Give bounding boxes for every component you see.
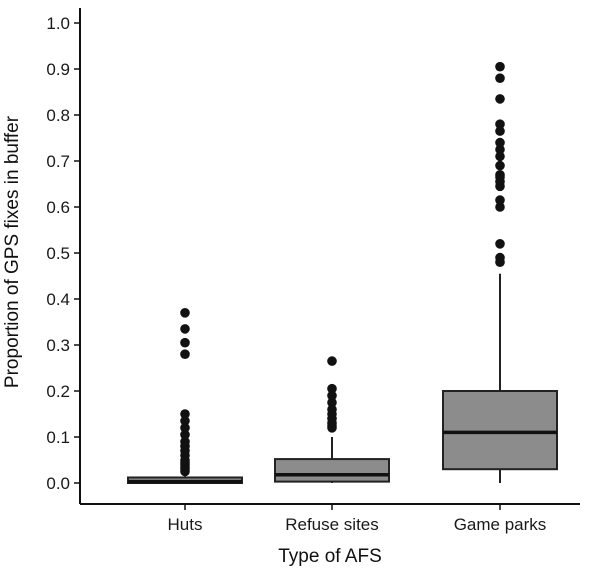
- x-tick-label: Huts: [168, 515, 203, 534]
- y-tick-label: 1.0: [46, 14, 70, 33]
- outlier-point: [495, 160, 505, 171]
- box-group-refuse-sites: [274, 356, 390, 483]
- outlier-point: [180, 308, 190, 318]
- outlier-point: [327, 423, 337, 433]
- outlier-point: [495, 126, 505, 136]
- y-tick-label: 0.8: [46, 106, 70, 125]
- outlier-point: [180, 423, 190, 433]
- y-tick-label: 0.2: [46, 382, 70, 401]
- outlier-point: [495, 195, 505, 205]
- y-tick-label: 0.0: [46, 474, 70, 493]
- outlier-point: [495, 202, 505, 212]
- x-axis-ticks: Huts Refuse sites Game parks: [168, 504, 547, 534]
- x-axis-title: Type of AFS: [278, 546, 382, 567]
- outlier-point: [180, 409, 190, 419]
- y-tick-label: 0.7: [46, 152, 70, 171]
- y-tick-label: 0.9: [46, 60, 70, 79]
- outlier-point: [495, 137, 505, 148]
- iqr-box: [274, 458, 390, 483]
- outlier-point: [495, 73, 505, 83]
- x-tick-label: Refuse sites: [285, 515, 379, 534]
- outlier-point: [495, 144, 505, 155]
- outlier-point: [180, 324, 190, 334]
- iqr-box: [442, 390, 558, 471]
- y-tick-label: 0.6: [46, 198, 70, 217]
- outlier-point: [495, 119, 505, 129]
- outlier-point: [495, 239, 505, 249]
- plot-area: [127, 61, 558, 485]
- y-tick-label: 0.5: [46, 244, 70, 263]
- box-group-game-parks: [442, 61, 558, 483]
- outlier-point: [180, 466, 190, 477]
- outlier-point: [327, 356, 337, 366]
- outlier-point: [327, 397, 337, 408]
- box-group-huts: [127, 308, 243, 485]
- y-tick-label: 0.1: [46, 428, 70, 447]
- outlier-point: [495, 151, 505, 162]
- outlier-point: [495, 94, 505, 104]
- outlier-point: [495, 181, 505, 192]
- outlier-point: [327, 383, 337, 394]
- outlier-point: [180, 416, 190, 426]
- outlier-point: [180, 349, 190, 360]
- x-tick-label: Game parks: [454, 515, 547, 534]
- outlier-point: [495, 61, 505, 72]
- y-tick-label: 0.4: [46, 290, 70, 309]
- outlier-point: [327, 390, 337, 401]
- outlier-point: [495, 257, 505, 268]
- y-axis-title: Proportion of GPS fixes in buffer: [2, 115, 23, 388]
- y-axis-ticks: 0.0 0.1 0.2 0.3 0.4 0.5 0.6 0.7 0.8 0.9 1.0: [46, 14, 80, 493]
- outlier-point: [180, 337, 190, 348]
- outlier-point: [180, 429, 190, 440]
- y-tick-label: 0.3: [46, 336, 70, 355]
